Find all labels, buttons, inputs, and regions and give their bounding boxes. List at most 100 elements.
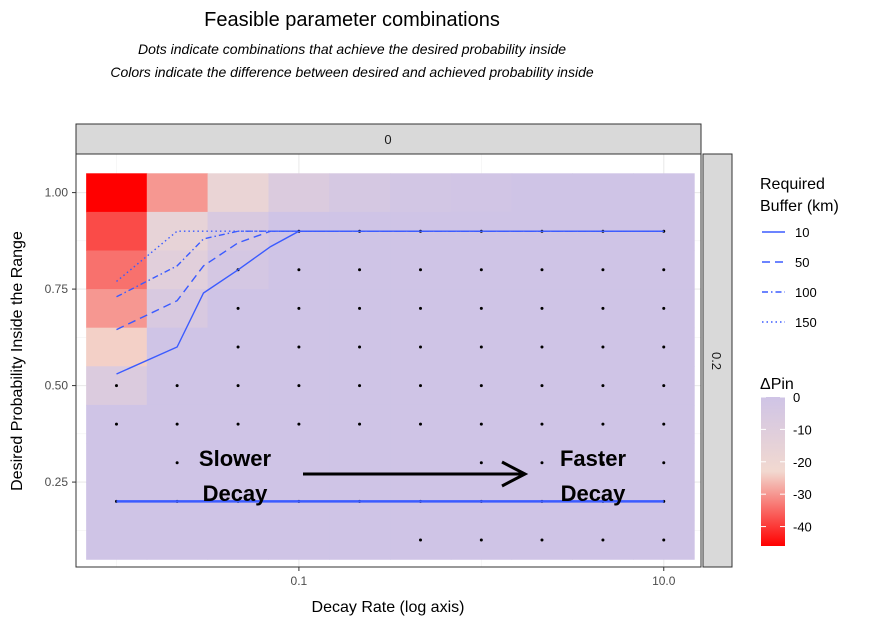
- feasible-dot: [540, 345, 544, 349]
- legend-fill-tick-label: -10: [793, 422, 812, 437]
- heat-tile: [390, 443, 452, 483]
- feasible-dot: [540, 306, 544, 310]
- heat-tile: [207, 173, 269, 213]
- arrow-head: [501, 460, 529, 488]
- feasible-dot: [358, 345, 362, 349]
- feasible-dot: [601, 268, 605, 272]
- feasible-dot: [114, 384, 118, 388]
- heat-tile: [329, 520, 391, 560]
- legend-buffer-key-label: 100: [795, 285, 817, 300]
- heat-tile: [450, 173, 513, 213]
- annotation-slower-line-2: Decay: [203, 481, 269, 506]
- feasible-dot: [540, 422, 544, 426]
- feasible-dot: [662, 306, 666, 310]
- feasible-dot: [601, 384, 605, 388]
- heat-tile: [86, 327, 148, 367]
- y-tick-label: 0.50: [45, 379, 69, 393]
- heat-tile: [146, 289, 209, 329]
- legend-fill-tick-label: -30: [793, 487, 812, 502]
- annotation-faster-line-2: Decay: [561, 481, 627, 506]
- x-tick-label: 10.0: [652, 574, 676, 588]
- feasible-dot: [479, 384, 483, 388]
- legend-fill-tick-label: 0: [793, 390, 800, 405]
- feasible-dot: [297, 384, 301, 388]
- legend-fill: ΔPin 0 -10 -20 -30 -40: [760, 376, 812, 546]
- feasible-dot: [662, 422, 666, 426]
- feasible-dot: [540, 268, 544, 272]
- facet-strip-right: [702, 153, 733, 568]
- feasible-dot: [662, 538, 666, 542]
- feasible-dot: [540, 538, 544, 542]
- feasible-dot: [236, 345, 240, 349]
- legend-fill-tick-label: -20: [793, 455, 812, 470]
- feasible-dot: [418, 422, 422, 426]
- y-tick-label: 0.75: [45, 282, 69, 296]
- legend-buffer-key-label: 50: [795, 255, 809, 270]
- heat-tile: [268, 173, 330, 213]
- feasible-dot: [540, 384, 544, 388]
- chart-subtitle-line-2: Colors indicate the difference between d…: [110, 64, 594, 80]
- y-tick-label: 1.00: [45, 186, 69, 200]
- heat-tile: [268, 443, 330, 483]
- legend-buffer: Required Buffer (km) 10 50 100 150: [760, 176, 839, 330]
- feasible-dot: [540, 461, 544, 465]
- x-axis-title: Decay Rate (log axis): [312, 599, 465, 616]
- feasible-dot: [601, 306, 605, 310]
- legend-buffer-title-line-2: Buffer (km): [760, 198, 839, 215]
- legend-fill-title: ΔPin: [760, 376, 794, 393]
- feasible-dot: [236, 306, 240, 310]
- feasible-dot: [297, 345, 301, 349]
- y-axis: 0.25 0.50 0.75 1.00: [45, 186, 76, 489]
- annotation-faster-line-1: Faster: [560, 446, 626, 471]
- feasible-dot: [175, 422, 179, 426]
- feasible-dot: [479, 538, 483, 542]
- feasible-dot: [479, 268, 483, 272]
- feasible-dot: [601, 538, 605, 542]
- chart-title: Feasible parameter combinations: [204, 9, 500, 31]
- heat-tile: [572, 173, 634, 213]
- feasible-dot: [662, 268, 666, 272]
- feasible-dot: [236, 461, 240, 465]
- heat-tile: [86, 211, 148, 251]
- heat-tile: [86, 520, 148, 560]
- y-axis-title: Desired Probability Inside the Range: [9, 231, 26, 491]
- heat-tile: [390, 173, 452, 213]
- facet-strip-top: [75, 123, 702, 155]
- feasible-dot: [358, 384, 362, 388]
- heat-tile: [86, 289, 148, 329]
- feasible-dot: [479, 461, 483, 465]
- annotation-arrow: [303, 460, 529, 488]
- feasible-dot: [418, 384, 422, 388]
- legend-fill-ticks: 0 -10 -20 -30 -40: [761, 390, 812, 535]
- heat-tile: [329, 173, 391, 213]
- panel-border: [75, 153, 702, 568]
- feasible-dot: [297, 306, 301, 310]
- heat-tile: [86, 173, 148, 213]
- heat-tile: [146, 250, 209, 290]
- feasible-dot: [418, 306, 422, 310]
- feasible-dot: [175, 384, 179, 388]
- feasible-dot: [479, 422, 483, 426]
- feasible-dot: [236, 422, 240, 426]
- heat-tile: [86, 443, 148, 483]
- feasible-dot: [601, 422, 605, 426]
- feasible-dot: [297, 268, 301, 272]
- chart-subtitle-line-1: Dots indicate combinations that achieve …: [138, 41, 566, 57]
- buffer-line-150: [116, 230, 664, 282]
- heat-tile: [511, 173, 573, 213]
- feasible-dot: [601, 345, 605, 349]
- legend-buffer-key-label: 150: [795, 315, 817, 330]
- legend-fill-colorbar: [761, 397, 785, 546]
- annotation-faster-decay: Faster Decay: [560, 446, 626, 506]
- annotation-slower-line-1: Slower: [199, 446, 272, 471]
- heat-tile: [146, 173, 209, 213]
- buffer-lines: [116, 230, 664, 503]
- x-axis: 0.1 10.0: [291, 567, 676, 588]
- y-tick-label: 0.25: [45, 475, 69, 489]
- feasible-dot: [479, 345, 483, 349]
- legend-fill-tick-label: -40: [793, 520, 812, 535]
- feasible-dot: [358, 422, 362, 426]
- heat-tile: [329, 443, 391, 483]
- heat-tile: [633, 173, 695, 213]
